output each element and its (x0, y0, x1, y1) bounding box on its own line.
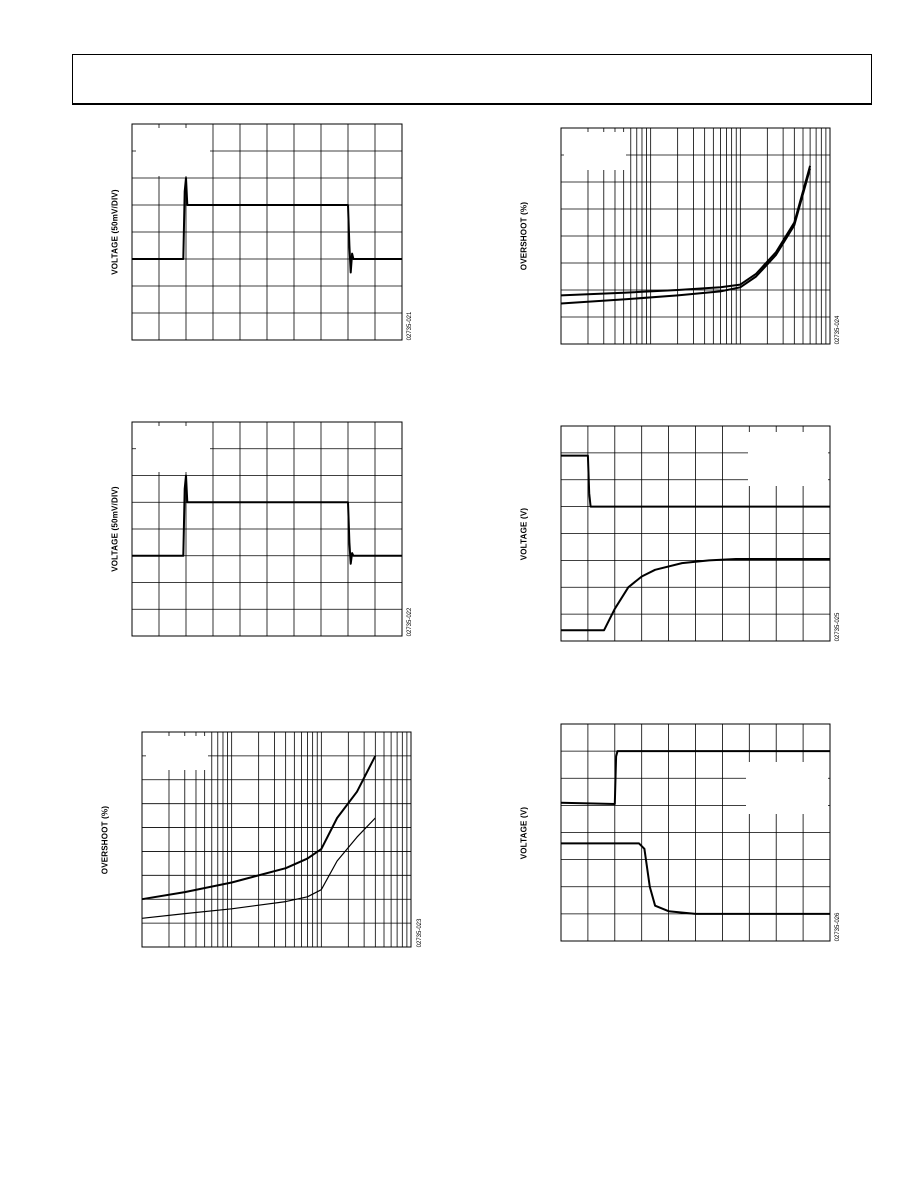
series-line-1 (141, 755, 377, 901)
page-header-box (72, 54, 872, 105)
series-line-2 (561, 842, 830, 915)
chart-1 (131, 123, 403, 341)
figure-id: 02735-026 (835, 912, 841, 942)
chart-6 (560, 723, 831, 942)
plot-frame (560, 425, 831, 642)
series-line-1 (560, 750, 830, 805)
figure-id: 02735-021 (407, 311, 413, 341)
chart-3 (141, 731, 412, 948)
annotation-area (136, 426, 210, 472)
series-line-1 (132, 474, 402, 565)
figure-id: 02735-024 (835, 315, 841, 345)
annotation-area (136, 128, 210, 176)
series-line-1 (561, 454, 830, 508)
y-axis-label: OVERSHOOT (%) (100, 805, 110, 874)
y-axis-label: OVERSHOOT (%) (519, 201, 529, 271)
series-line-2 (141, 817, 376, 919)
y-axis-label: VOLTAGE (V) (519, 507, 529, 560)
y-axis-label: VOLTAGE (50mV/DIV) (110, 486, 120, 572)
grid-lines (561, 426, 830, 641)
annotation-area (146, 736, 208, 770)
annotation-area (564, 132, 626, 170)
chart-5 (560, 425, 831, 642)
annotation-area (748, 432, 828, 486)
series-line-2 (561, 558, 830, 632)
series-line-1 (560, 165, 812, 297)
plot-frame (560, 127, 831, 345)
plot-frame (131, 123, 403, 341)
y-axis-label: VOLTAGE (50mV/DIV) (110, 189, 120, 275)
annotation-area (746, 762, 828, 814)
plot-frame (131, 421, 403, 637)
grid-lines (561, 724, 830, 941)
series-line-1 (132, 177, 402, 274)
chart-2 (131, 421, 403, 637)
chart-4 (560, 127, 831, 345)
figure-id: 02735-025 (835, 612, 841, 642)
series-line-2 (560, 168, 812, 305)
plot-frame (560, 723, 831, 942)
figure-id: 02735-022 (407, 607, 413, 637)
figure-id: 02735-023 (417, 918, 423, 948)
plot-frame (141, 731, 412, 948)
y-axis-label: VOLTAGE (V) (519, 806, 529, 859)
grid-lines (142, 732, 411, 947)
